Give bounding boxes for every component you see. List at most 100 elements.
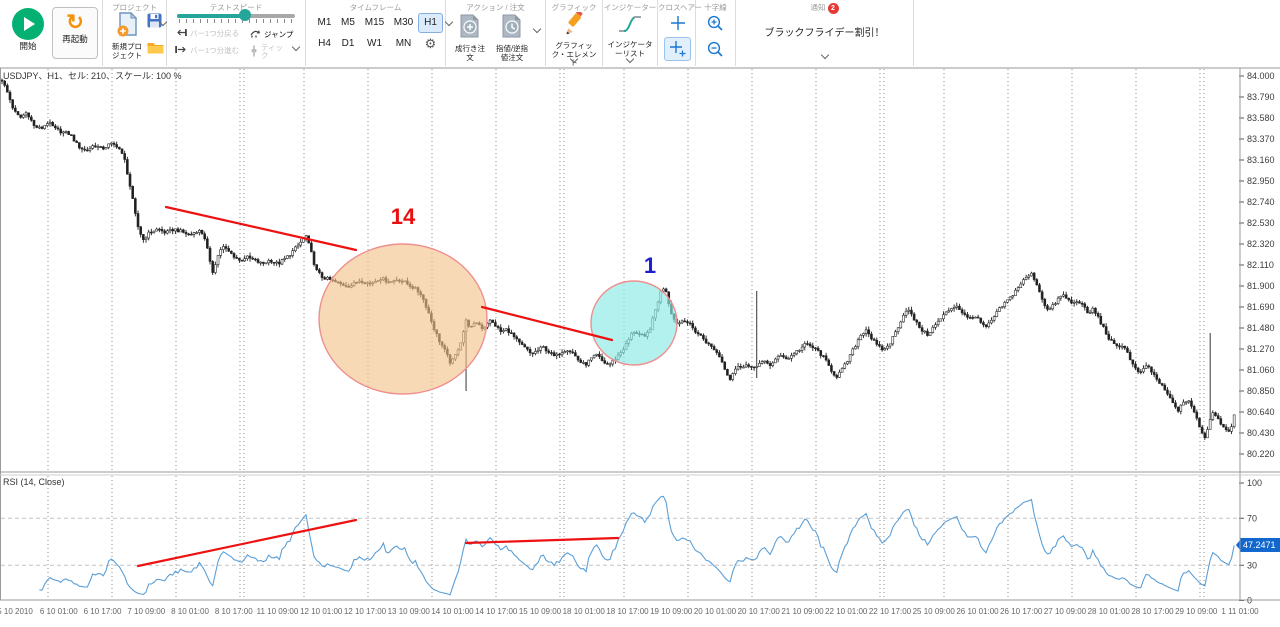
new-project-button[interactable]: 新規プロジェクト (109, 11, 145, 60)
zoom-out-button[interactable] (702, 37, 729, 61)
timeframe-m30[interactable]: M30 (393, 16, 414, 28)
svg-text:7 10 09:00: 7 10 09:00 (127, 607, 165, 616)
notification-chevron-icon[interactable] (820, 50, 829, 60)
svg-text:8 10 01:00: 8 10 01:00 (171, 607, 209, 616)
restart-button[interactable]: ↻ 再起動 (52, 7, 98, 59)
svg-text:80.850: 80.850 (1247, 386, 1275, 396)
speed-group-title: テストスピード (209, 3, 263, 12)
svg-text:22 10 17:00: 22 10 17:00 (869, 607, 912, 616)
start-label: 開始 (19, 41, 37, 51)
pencil-icon (566, 9, 583, 35)
svg-text:80.220: 80.220 (1247, 449, 1275, 459)
indicator-list-button[interactable]: インジケーターリスト (605, 13, 655, 58)
speed-slider[interactable] (177, 9, 295, 24)
grid-layer (47, 69, 1205, 599)
rsi-levels-layer (1, 517, 1240, 566)
notification-badge: 2 (827, 2, 839, 14)
crosshair-button[interactable] (664, 11, 691, 35)
notification-message[interactable]: ブラックフライデー割引！ (764, 28, 885, 39)
order-options-chevron-icon[interactable] (532, 24, 542, 34)
toolbar-spacer (914, 0, 1280, 66)
timeframe-d1[interactable]: D1 (341, 37, 355, 49)
svg-text:81.480: 81.480 (1247, 323, 1275, 333)
timeframe-mn[interactable]: MN (395, 37, 412, 49)
speed-slider-track[interactable] (177, 14, 295, 18)
indicator-list-label: インジケーターリスト (607, 40, 653, 58)
svg-text:12 10 17:00: 12 10 17:00 (344, 607, 387, 616)
svg-text:84.000: 84.000 (1247, 71, 1275, 81)
project-group: プロジェクト 新規プロジェクト (103, 0, 168, 66)
svg-text:15 10 09:00: 15 10 09:00 (519, 607, 562, 616)
timeframe-h1-selected[interactable]: H1 (418, 12, 443, 33)
svg-text:100: 100 (1247, 478, 1262, 488)
crosshair-sync-button[interactable] (664, 37, 691, 61)
timeframe-group-title: タイムフレーム (349, 3, 402, 12)
pending-order-icon (502, 14, 521, 38)
rsi-current-value: 47.2471 (1243, 540, 1276, 550)
svg-text:14 10 17:00: 14 10 17:00 (475, 607, 518, 616)
toolbar: 開始 ↻ 再起動 プロジェクト 新規プロジェクト (0, 0, 1280, 68)
save-button[interactable] (147, 13, 167, 33)
svg-text:21 10 09:00: 21 10 09:00 (781, 607, 824, 616)
svg-text:19 10 09:00: 19 10 09:00 (650, 607, 693, 616)
svg-text:1 11 01:00: 1 11 01:00 (1221, 607, 1259, 616)
step-back-icon (175, 28, 187, 39)
svg-text:6 10 01:00: 6 10 01:00 (40, 607, 78, 616)
pending-order-button[interactable]: 指値/逆指値注文 (493, 14, 531, 62)
timeframe-m1[interactable]: M1 (317, 16, 332, 28)
restart-label: 再起動 (62, 34, 88, 44)
indicator-group: インジケーター インジケーターリスト (603, 0, 658, 66)
chart-area[interactable]: 14 1 84.000 83.790 83.580 83.370 83.160 82.950… (0, 66, 1280, 627)
svg-text:82.950: 82.950 (1247, 176, 1275, 186)
step-forward-button[interactable]: バー1つ分進む (175, 45, 239, 56)
timeframe-group: タイムフレーム M1 M5 M15 M30 H1 H4 D1 W1 MN ⚙ (306, 0, 454, 66)
timeframe-settings-gear-icon[interactable]: ⚙ (424, 35, 437, 51)
svg-text:5 10 2010: 5 10 2010 (0, 607, 33, 616)
timeframe-m15[interactable]: M15 (364, 16, 385, 28)
playback-group: 開始 ↻ 再起動 (0, 0, 103, 66)
svg-text:6 10 17:00: 6 10 17:00 (84, 607, 122, 616)
zoom-in-button[interactable] (702, 11, 729, 35)
svg-text:83.580: 83.580 (1247, 113, 1275, 123)
svg-text:12 10 01:00: 12 10 01:00 (300, 607, 343, 616)
svg-text:1: 1 (644, 253, 656, 278)
svg-text:80.430: 80.430 (1247, 428, 1275, 438)
open-folder-button[interactable] (147, 41, 167, 59)
svg-text:18 10 01:00: 18 10 01:00 (563, 607, 606, 616)
indicator-curve-icon (619, 16, 641, 32)
svg-text:22 10 01:00: 22 10 01:00 (825, 607, 868, 616)
svg-text:28 10 17:00: 28 10 17:00 (1131, 607, 1174, 616)
indicator-group-title: インジケーター (603, 3, 657, 12)
market-order-button[interactable]: 成行き注文 (453, 14, 487, 62)
svg-text:83.790: 83.790 (1247, 92, 1275, 102)
timeframe-h4[interactable]: H4 (318, 37, 331, 49)
jump-label: ジャンプ (264, 29, 294, 39)
rsi-line-layer (39, 495, 1235, 596)
jump-icon (250, 28, 261, 40)
speed-slider-thumb[interactable] (239, 9, 252, 21)
tick-icon (250, 45, 258, 59)
svg-text:30: 30 (1247, 560, 1257, 570)
zoom-group: 十字線 (696, 0, 736, 66)
svg-text:11 10 09:00: 11 10 09:00 (257, 607, 299, 616)
new-project-icon (117, 11, 138, 37)
svg-text:13 10 09:00: 13 10 09:00 (388, 607, 431, 616)
graphic-elements-label: グラフィック・エレメント (551, 41, 597, 68)
save-icon (147, 13, 162, 28)
timeframe-w1[interactable]: W1 (367, 37, 382, 49)
axis-layer[interactable]: 84.000 83.790 83.580 83.370 83.160 82.950 82.7… (0, 71, 1280, 616)
crosshair-group-title: クロスヘアー (658, 3, 703, 12)
svg-text:20 10 17:00: 20 10 17:00 (738, 607, 781, 616)
timeframe-m5[interactable]: M5 (341, 16, 355, 28)
svg-text:83.160: 83.160 (1247, 155, 1275, 165)
start-button[interactable]: 開始 (8, 8, 48, 52)
step-forward-icon (175, 45, 187, 56)
step-back-button[interactable]: バー1つ分戻る (175, 28, 239, 39)
play-icon (12, 8, 44, 40)
frame-layer (0, 67, 1280, 601)
speed-options-chevron-icon[interactable] (291, 42, 301, 52)
annotation-layer: 14 1 (136, 204, 678, 568)
jump-button[interactable]: ジャンプ (250, 28, 293, 40)
tick-button[interactable]: ティック (250, 43, 290, 61)
notification-title: 通知 2 (736, 2, 913, 14)
